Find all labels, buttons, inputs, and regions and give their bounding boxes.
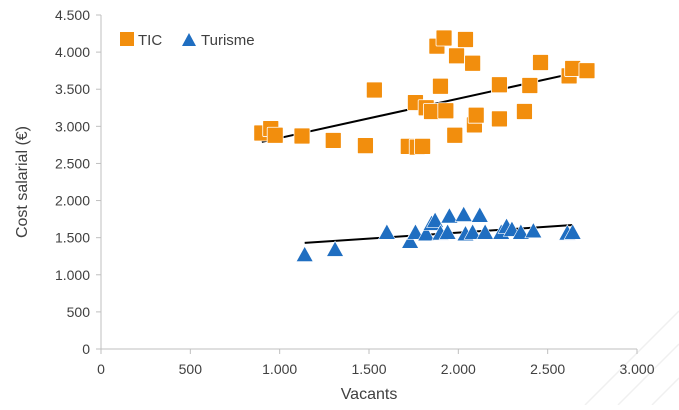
- point-turisme: [440, 207, 459, 224]
- point-turisme: [438, 223, 457, 240]
- axes: [100, 15, 637, 350]
- point-tic: [432, 77, 449, 95]
- point-turisme: [377, 223, 396, 240]
- x-axis-ticks: 0 500 1.000 1.500 2.000 2.500 3.000: [97, 349, 655, 377]
- point-tic: [324, 132, 342, 149]
- x-tick-label: 1.000: [262, 361, 297, 377]
- legend-label-turisme: Turisme: [201, 32, 255, 49]
- point-tic: [564, 60, 582, 77]
- x-axis-title: Vacants: [341, 386, 398, 403]
- point-tic: [357, 137, 374, 155]
- point-tic: [446, 126, 464, 144]
- x-tick-label: 1.500: [351, 361, 386, 377]
- point-tic: [437, 102, 455, 120]
- point-turisme: [511, 223, 530, 240]
- y-tick-label: 4.500: [55, 7, 90, 23]
- point-tic: [491, 76, 508, 94]
- y-tick-label: 3.000: [55, 118, 90, 134]
- point-turisme: [406, 223, 425, 240]
- point-turisme: [401, 232, 420, 249]
- point-tic: [532, 54, 549, 71]
- point-tic: [464, 54, 482, 72]
- legend: TIC Turisme: [120, 32, 255, 49]
- corner-decoration: [584, 310, 679, 406]
- point-tic: [365, 81, 383, 99]
- point-tic: [293, 127, 311, 145]
- y-axis-title: Cost salarial (€): [14, 126, 31, 238]
- x-tick-label: 0: [97, 361, 105, 377]
- point-tic: [578, 62, 596, 80]
- legend-marker-tic: [120, 32, 134, 46]
- point-tic: [423, 103, 440, 120]
- trendlines: [261, 68, 589, 244]
- point-turisme: [524, 221, 543, 239]
- point-turisme: [326, 240, 345, 257]
- point-turisme: [454, 205, 473, 222]
- y-tick-label: 3.500: [55, 81, 90, 97]
- point-tic: [491, 110, 508, 128]
- y-axis-ticks: 0 500 1.000 1.500 2.000 2.500 3.000 3.500 4.000 4…: [55, 7, 101, 357]
- x-tick-label: 500: [179, 361, 203, 377]
- point-turisme: [463, 223, 482, 240]
- point-tic: [266, 126, 284, 144]
- point-turisme: [563, 223, 582, 240]
- point-turisme: [417, 224, 436, 242]
- point-tic: [457, 31, 474, 48]
- y-tick-label: 4.000: [55, 44, 90, 60]
- point-turisme: [426, 211, 445, 228]
- point-tic: [516, 103, 533, 120]
- data-points: [253, 29, 596, 262]
- y-tick-label: 2.000: [55, 193, 90, 209]
- x-tick-label: 3.000: [619, 361, 654, 377]
- x-tick-label: 2.000: [441, 361, 476, 377]
- legend-label-tic: TIC: [138, 32, 162, 49]
- y-tick-label: 1.000: [55, 267, 90, 283]
- y-tick-label: 0: [82, 341, 90, 357]
- point-tic: [521, 77, 539, 94]
- y-tick-label: 500: [67, 304, 91, 320]
- point-tic: [414, 137, 432, 155]
- y-tick-label: 1.500: [55, 230, 90, 246]
- point-turisme: [476, 223, 495, 240]
- point-turisme: [470, 206, 489, 223]
- point-tic: [448, 47, 465, 65]
- point-tic: [435, 29, 453, 47]
- legend-marker-turisme: [182, 33, 196, 46]
- point-tic: [467, 106, 485, 124]
- x-tick-label: 2.500: [530, 361, 565, 377]
- y-tick-label: 2.500: [55, 155, 90, 171]
- point-turisme: [295, 245, 314, 262]
